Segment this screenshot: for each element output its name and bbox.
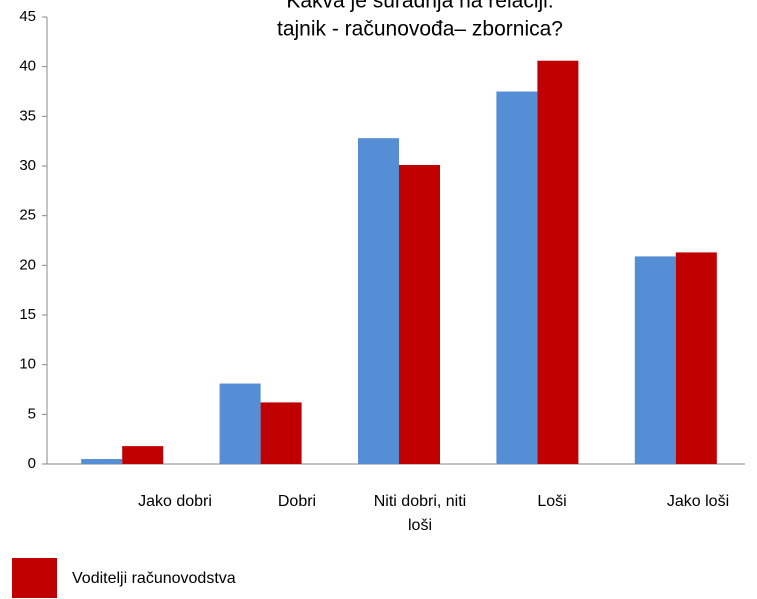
y-tick-label: 25 xyxy=(19,207,36,224)
legend-label: Voditelji računovodstva xyxy=(72,570,236,587)
chart-title: Kakva je suradnja na relaciji: xyxy=(286,0,553,13)
y-tick-label: 20 xyxy=(19,256,36,273)
y-tick-label: 10 xyxy=(19,356,36,373)
x-tick-label: Jako dobri xyxy=(138,493,212,510)
bar xyxy=(399,165,440,465)
legend-swatch xyxy=(12,558,57,598)
bar xyxy=(219,383,261,464)
bar xyxy=(122,446,164,464)
bar xyxy=(537,60,579,464)
x-tick-label: Niti dobri, niti loši xyxy=(373,493,467,534)
y-tick-label: 0 xyxy=(28,455,36,472)
chart-title: tajnik - računovođa– zbornica? xyxy=(277,18,563,41)
bar xyxy=(81,459,123,464)
y-tick-label: 45 xyxy=(19,8,36,25)
bar xyxy=(634,256,676,464)
x-tick-label: Jako loši xyxy=(666,493,730,510)
y-tick-label: 5 xyxy=(28,405,36,422)
y-tick-label: 35 xyxy=(19,107,36,124)
bar xyxy=(675,252,717,464)
x-tick-label: Dobri xyxy=(277,493,317,510)
bar xyxy=(260,402,302,464)
bar xyxy=(496,91,538,464)
bar xyxy=(358,138,399,465)
y-tick-label: 15 xyxy=(19,306,36,323)
x-tick-label: Loši xyxy=(537,493,567,510)
y-tick-label: 30 xyxy=(19,157,36,174)
y-tick-label: 40 xyxy=(19,58,36,75)
